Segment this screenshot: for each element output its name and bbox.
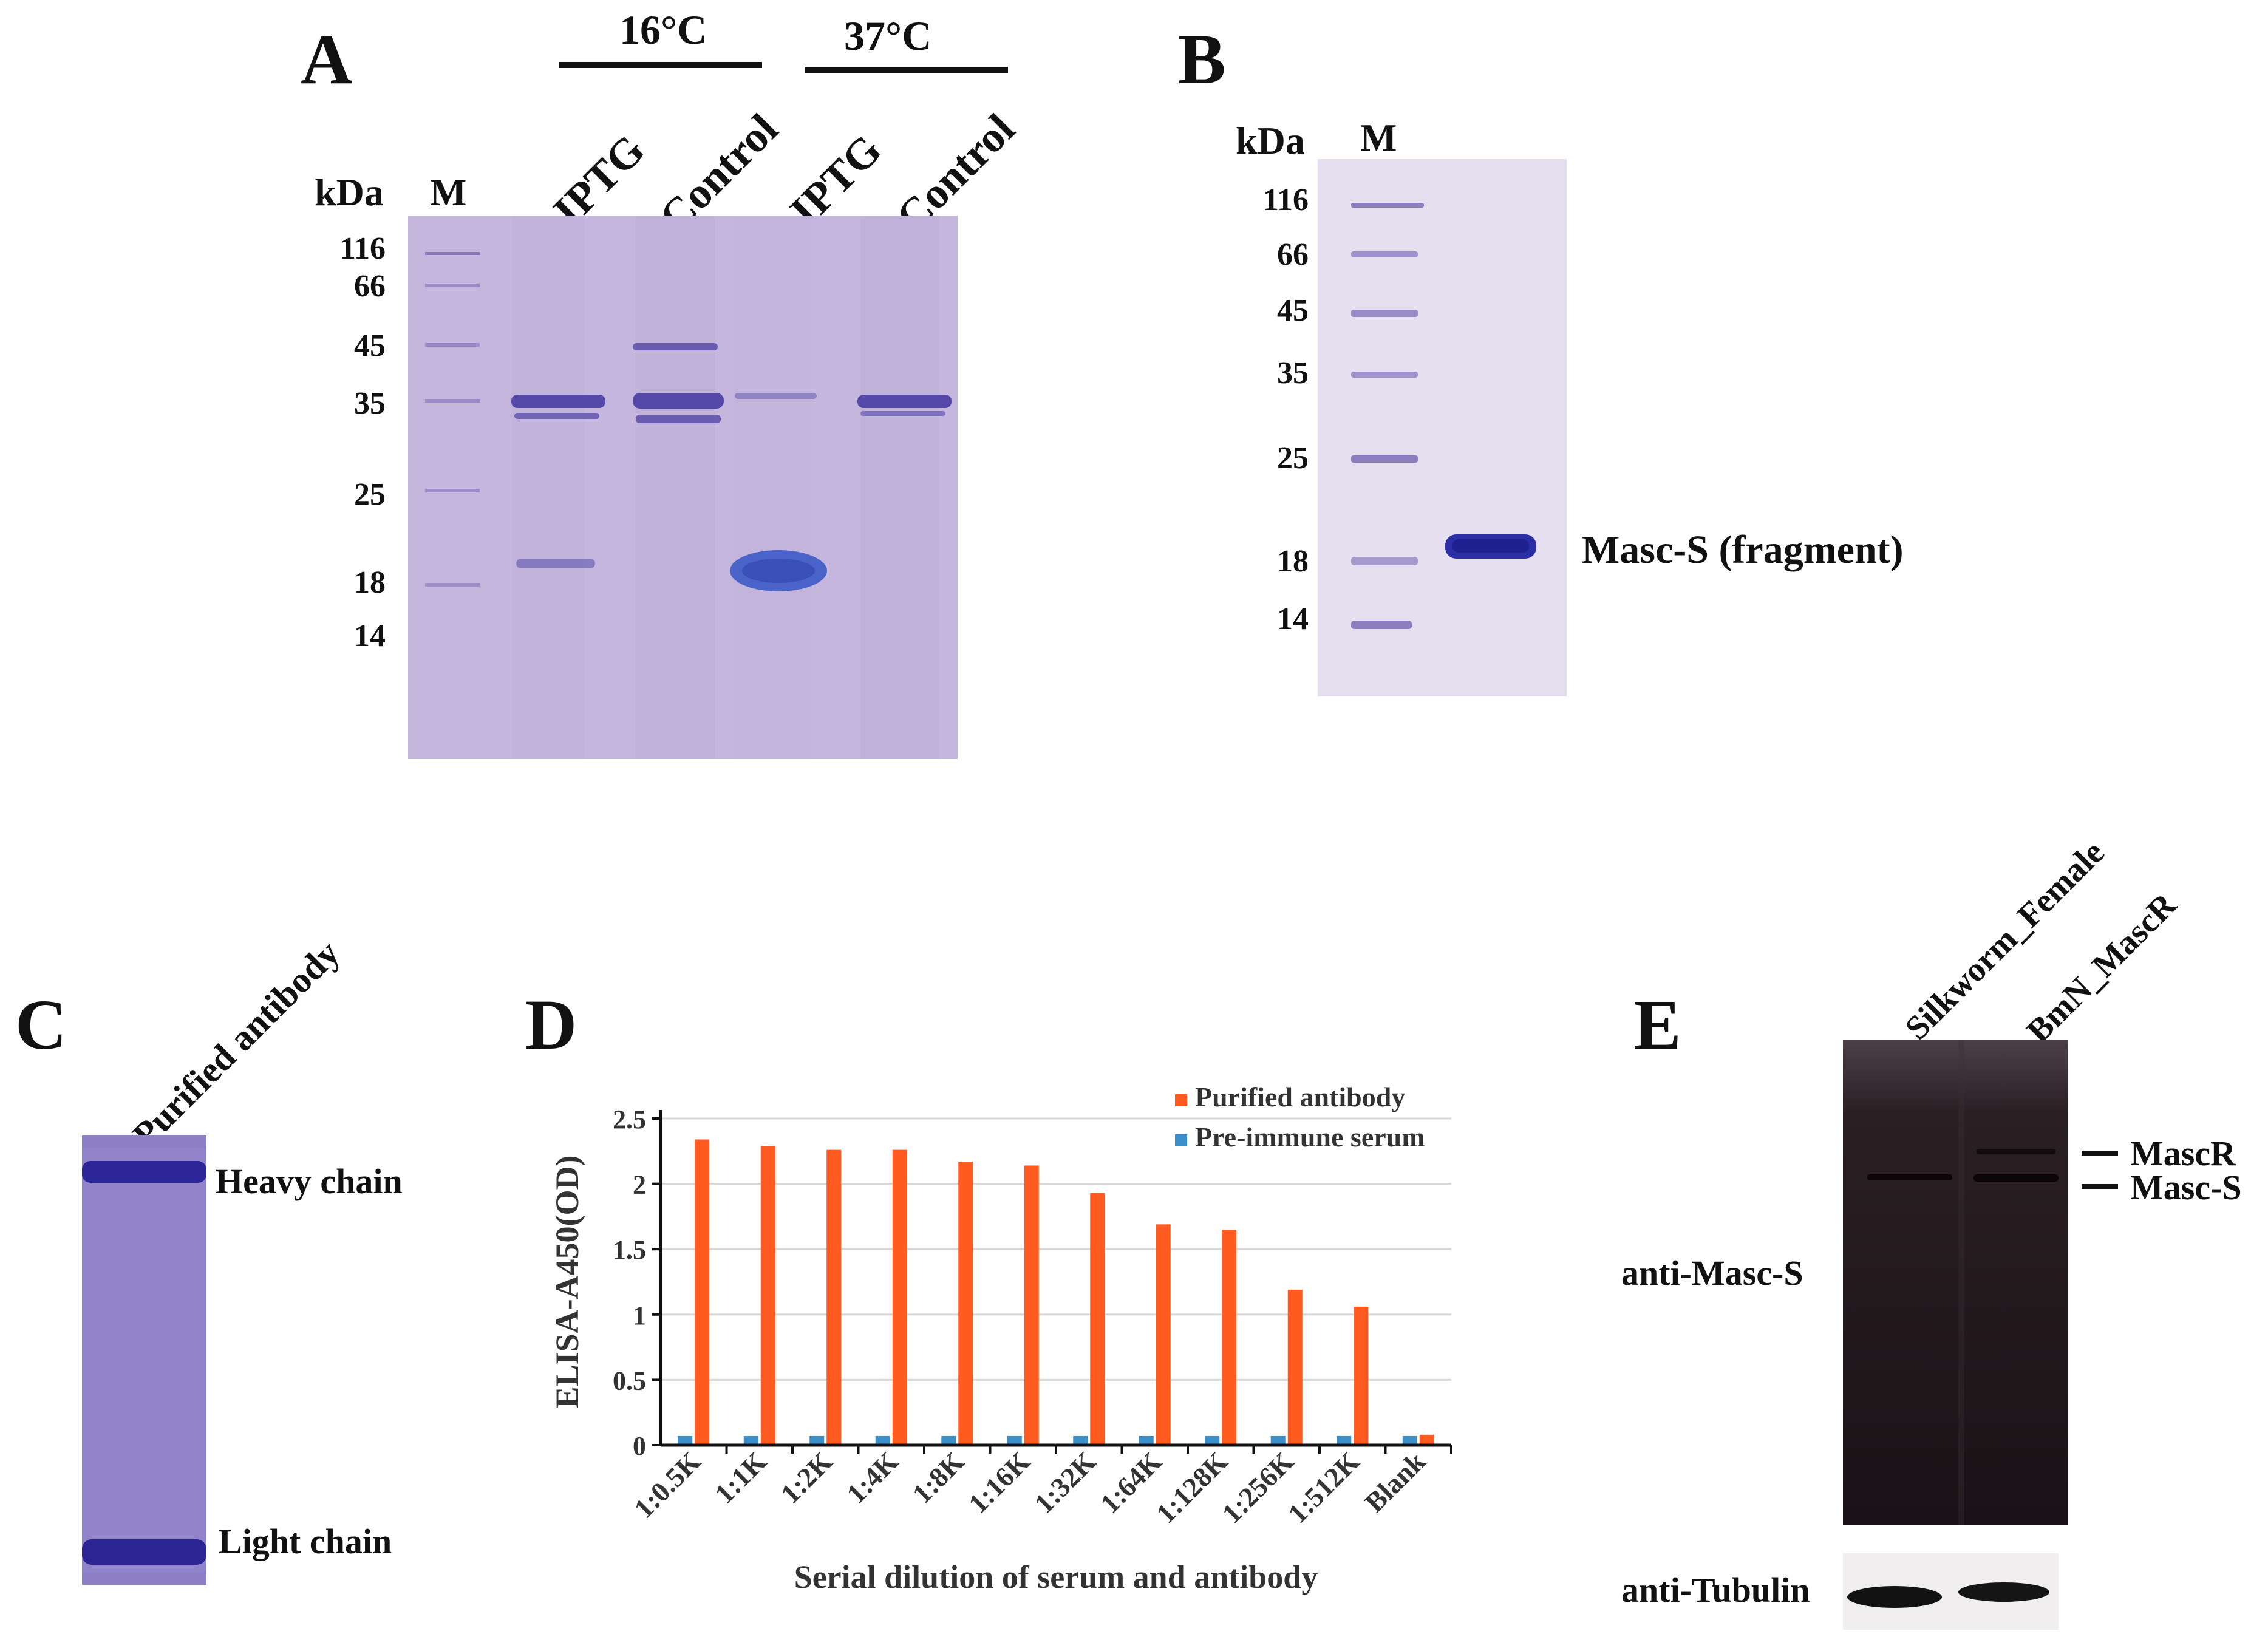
bar-purified-antibody [1222, 1229, 1237, 1445]
western-blot-tubulin [1843, 1553, 2059, 1630]
panel-a-label: A [301, 19, 353, 99]
gel-panel-a [408, 216, 958, 759]
chart-gridlines [661, 1117, 1451, 1381]
gel-panel-b [1318, 159, 1567, 696]
x-tick-label: 1:256K [1216, 1446, 1299, 1529]
mw-a-45: 45 [354, 328, 386, 363]
bar-purified-antibody [1287, 1289, 1303, 1445]
y-tick-label: 1.5 [613, 1235, 646, 1265]
bar-purified-antibody [1354, 1306, 1369, 1445]
panel-b-label: B [1178, 19, 1226, 99]
x-tick-label: 1:16K [962, 1446, 1036, 1519]
x-tick-label: 1:4K [840, 1446, 904, 1510]
mw-b-14: 14 [1277, 602, 1309, 636]
temp-16-bar [559, 62, 762, 68]
panel-b-marker-label: M [1360, 116, 1397, 159]
chart-legend: Purified antibody Pre-immune serum [1175, 1081, 1425, 1152]
mw-b-116: 116 [1262, 183, 1309, 217]
bar-pre-immune [1007, 1435, 1022, 1445]
legend-swatch [1175, 1134, 1187, 1146]
bar-pre-immune [941, 1435, 956, 1445]
bar-purified-antibody [695, 1139, 710, 1445]
mw-b-18: 18 [1277, 544, 1309, 579]
y-tick-label: 0 [633, 1431, 646, 1461]
mw-a-18: 18 [354, 565, 386, 600]
bar-pre-immune [1073, 1435, 1088, 1445]
masc-s-label: Masc-S [2130, 1168, 2242, 1207]
mascr-label: MascR [2130, 1134, 2236, 1173]
bar-pre-immune [678, 1435, 693, 1445]
mw-b-35: 35 [1277, 356, 1309, 390]
bar-purified-antibody [826, 1149, 842, 1445]
panel-b-kda-label: kDa [1236, 119, 1305, 162]
masc-s-fragment-label: Masc-S (fragment) [1582, 528, 1904, 572]
x-tick-label: 1:8K [907, 1446, 970, 1510]
mw-b-45: 45 [1277, 293, 1309, 328]
temp-37-label: 37°C [844, 13, 932, 59]
x-tick-label: 1:128K [1150, 1446, 1233, 1529]
mw-a-66: 66 [354, 269, 386, 304]
bar-pre-immune [809, 1435, 825, 1445]
panel-e-label: E [1633, 985, 1681, 1064]
bar-pre-immune [1402, 1435, 1417, 1445]
y-tick-label: 2 [633, 1170, 646, 1200]
masc-s-marker-line [2082, 1184, 2118, 1189]
bar-purified-antibody [1419, 1434, 1434, 1445]
x-tick-label: Blank [1359, 1446, 1432, 1519]
bar-pre-immune [875, 1435, 890, 1445]
y-tick-label: 0.5 [613, 1366, 646, 1395]
panel-a-kda-label: kDa [315, 171, 384, 214]
legend-label: Pre-immune serum [1195, 1122, 1425, 1152]
heavy-chain-label: Heavy chain [216, 1162, 403, 1201]
temp-37-bar [805, 67, 1008, 73]
bar-pre-immune [1139, 1435, 1154, 1445]
bar-purified-antibody [1024, 1165, 1039, 1445]
bar-purified-antibody [958, 1162, 973, 1445]
light-chain-label: Light chain [219, 1522, 392, 1561]
chart-bars [678, 1139, 1434, 1445]
anti-tubulin-label: anti-Tubulin [1621, 1570, 1810, 1610]
y-axis-title: ELISA-A450(OD) [549, 1155, 585, 1408]
anti-masc-s-label: anti-Masc-S [1621, 1253, 1803, 1293]
mw-b-25: 25 [1277, 441, 1309, 475]
bar-pre-immune [1270, 1435, 1286, 1445]
gel-panel-c [82, 1135, 206, 1585]
mw-a-25: 25 [354, 477, 386, 512]
x-tick-label: 1:2K [775, 1446, 839, 1510]
panel-d-label: D [525, 985, 577, 1064]
legend-label: Purified antibody [1195, 1081, 1405, 1112]
lane-c-purified-antibody: Purified antibody [124, 933, 347, 1156]
temp-16-label: 16°C [619, 7, 707, 53]
x-tick-label: 1:32K [1028, 1446, 1102, 1519]
x-tick-label: 1:1K [709, 1446, 772, 1510]
panel-c-label: C [15, 985, 67, 1064]
y-tick-label: 2.5 [613, 1105, 646, 1134]
x-axis-title: Serial dilution of serum and antibody [794, 1559, 1318, 1595]
mw-a-35: 35 [354, 386, 386, 421]
bar-purified-antibody [1156, 1224, 1171, 1445]
bar-purified-antibody [1090, 1193, 1105, 1445]
y-tick-label: 1 [633, 1301, 646, 1330]
bar-pre-immune [1337, 1435, 1352, 1445]
mw-a-14: 14 [354, 619, 386, 653]
mw-b-66: 66 [1277, 237, 1309, 272]
bar-purified-antibody [892, 1149, 907, 1445]
western-blot-masc-s [1843, 1040, 2068, 1525]
mascr-marker-line [2082, 1151, 2118, 1156]
bar-pre-immune [743, 1435, 758, 1445]
legend-swatch [1175, 1094, 1187, 1106]
bar-purified-antibody [760, 1146, 775, 1445]
x-tick-label: 1:512K [1282, 1446, 1365, 1529]
mw-a-116: 116 [339, 231, 386, 266]
bar-pre-immune [1205, 1435, 1220, 1445]
panel-a-marker-label: M [430, 171, 467, 214]
elisa-chart: 00.511.522.51:0.5K 1:1K 1:2K 1:4K 1:8K1:16K1… [549, 1081, 1452, 1595]
chart-axes [652, 1110, 1452, 1454]
